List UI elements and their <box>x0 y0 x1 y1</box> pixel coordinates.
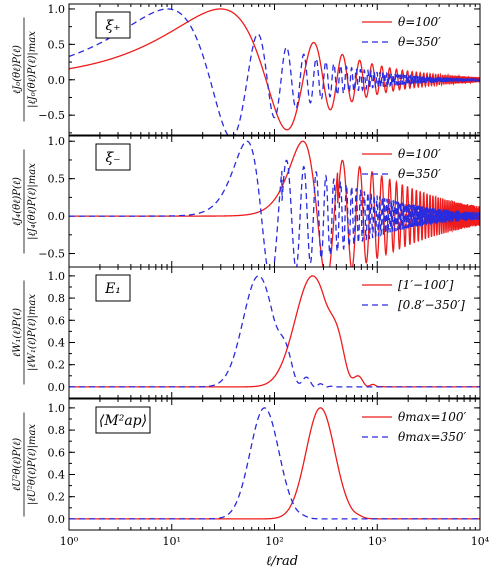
legend-label: θ=100′ <box>398 15 441 29</box>
y-tick-label: −0.5 <box>38 109 65 122</box>
series-line-red <box>69 140 480 267</box>
y-tick-label: −0.5 <box>38 248 65 261</box>
legend-label: θmax=350′ <box>398 430 466 444</box>
legend-label: θmax=100′ <box>398 410 466 424</box>
series-group <box>69 275 480 388</box>
x-tick-label: 10² <box>265 535 283 548</box>
panels-group: −0.5 0.0 0.5 1.0 ℓJ₀(θℓ)P(ℓ) |ℓJ₀(θℓ)P(ℓ)|max… <box>12 3 490 548</box>
y-tick-label: 0.6 <box>48 446 66 459</box>
y-tick-label: 0.0 <box>48 210 66 223</box>
legend-label: θ=350′ <box>398 35 441 49</box>
series-line-red <box>69 407 480 520</box>
y-tick-label: 0.4 <box>48 468 66 481</box>
x-tick-label: 10⁴ <box>471 535 490 548</box>
panel-3: 0.0 0.2 0.4 0.6 0.8 1.0 ℓW₁(ℓ)P(ℓ) |ℓW₁(ℓ)P(ℓ)|… <box>12 266 481 399</box>
panel-label: E₁ <box>104 281 121 297</box>
y-tick-label: 0.0 <box>48 513 66 526</box>
panel-label: ⟨M²ap⟩ <box>99 413 147 429</box>
panel-frame <box>68 398 481 531</box>
panel-frame <box>68 266 481 399</box>
series-group <box>69 407 480 520</box>
x-tick-label: 10⁰ <box>60 535 79 548</box>
y-tick-label: 0.5 <box>48 173 66 186</box>
y-tick-label: 0.6 <box>48 314 66 327</box>
y-axis-label: ℓJ₄(θℓ)P(ℓ) |ℓJ₄(θℓ)P(ℓ)|max <box>12 149 38 254</box>
panel-4: 0.0 0.2 0.4 0.6 0.8 1.0 ℓU²θ(ℓ)P(ℓ) |ℓU²θ(ℓ)P(ℓ… <box>12 398 481 531</box>
panel-2: −0.5 0.0 0.5 1.0 ℓJ₄(θℓ)P(ℓ) |ℓJ₄(θℓ)P(ℓ)|max… <box>12 135 481 268</box>
y-tick-label: 1.0 <box>48 135 66 148</box>
series-line-blue <box>69 275 480 388</box>
legend-label: θ=350′ <box>398 167 441 181</box>
x-tick-label: 10³ <box>368 535 386 548</box>
y-tick-label: 0.2 <box>48 359 66 372</box>
y-axis-label-denominator: |ℓJ₄(θℓ)P(ℓ)|max <box>27 163 38 240</box>
panel-frame <box>68 3 481 136</box>
legend-label: θ=100′ <box>398 147 441 161</box>
y-axis-label: ℓJ₀(θℓ)P(ℓ) |ℓJ₀(θℓ)P(ℓ)|max <box>12 17 38 122</box>
y-tick-label: 1.0 <box>48 3 66 16</box>
x-tick-label: 10¹ <box>163 535 181 548</box>
series-line-blue <box>69 407 480 520</box>
y-tick-label: 1.0 <box>48 270 66 283</box>
x-axis-label: ℓ/rad <box>266 554 298 569</box>
panel-label-box <box>95 143 131 171</box>
y-axis-label-denominator: |ℓJ₀(θℓ)P(ℓ)|max <box>27 31 38 108</box>
series-line-blue <box>69 140 480 267</box>
y-tick-label: 1.0 <box>48 402 66 415</box>
panel-1: −0.5 0.0 0.5 1.0 ℓJ₀(θℓ)P(ℓ) |ℓJ₀(θℓ)P(ℓ)|max… <box>12 3 481 136</box>
panel-label-box <box>95 274 131 302</box>
series-line-blue <box>69 8 480 135</box>
series-line-red <box>69 275 480 388</box>
y-axis-label-numerator: ℓW₁(ℓ)P(ℓ) <box>12 308 23 357</box>
y-tick-label: 0.0 <box>48 381 66 394</box>
y-tick-label: 0.2 <box>48 491 66 504</box>
y-tick-label: 0.4 <box>48 336 66 349</box>
y-axis-label-denominator: |ℓU²θ(ℓ)P(ℓ)|max <box>27 424 38 505</box>
series-group <box>69 140 480 267</box>
legend-label: [0.8′−350′] <box>398 298 465 312</box>
y-axis-label-numerator: ℓU²θ(ℓ)P(ℓ) <box>12 438 23 491</box>
y-axis-label-denominator: |ℓW₁(ℓ)P(ℓ)|max <box>27 294 38 371</box>
y-tick-label: 0.8 <box>48 424 66 437</box>
y-axis-label: ℓW₁(ℓ)P(ℓ) |ℓW₁(ℓ)P(ℓ)|max <box>12 280 38 385</box>
series-line-red <box>69 8 480 131</box>
y-axis-label-numerator: ℓJ₀(θℓ)P(ℓ) <box>12 45 23 94</box>
series-group <box>69 8 480 135</box>
y-tick-label: 0.0 <box>48 74 66 87</box>
panel-label: ξ₊ <box>105 18 120 34</box>
panel-label: ξ₋ <box>105 150 120 166</box>
y-tick-label: 0.5 <box>48 38 66 51</box>
y-axis-label-numerator: ℓJ₄(θℓ)P(ℓ) <box>12 177 23 226</box>
y-axis-label: ℓU²θ(ℓ)P(ℓ) |ℓU²θ(ℓ)P(ℓ)|max <box>12 412 38 517</box>
panel-label-box <box>95 406 151 434</box>
legend-label: [1′−100′] <box>398 278 454 292</box>
y-tick-label: 0.8 <box>48 292 66 305</box>
panel-label-box <box>95 11 131 39</box>
